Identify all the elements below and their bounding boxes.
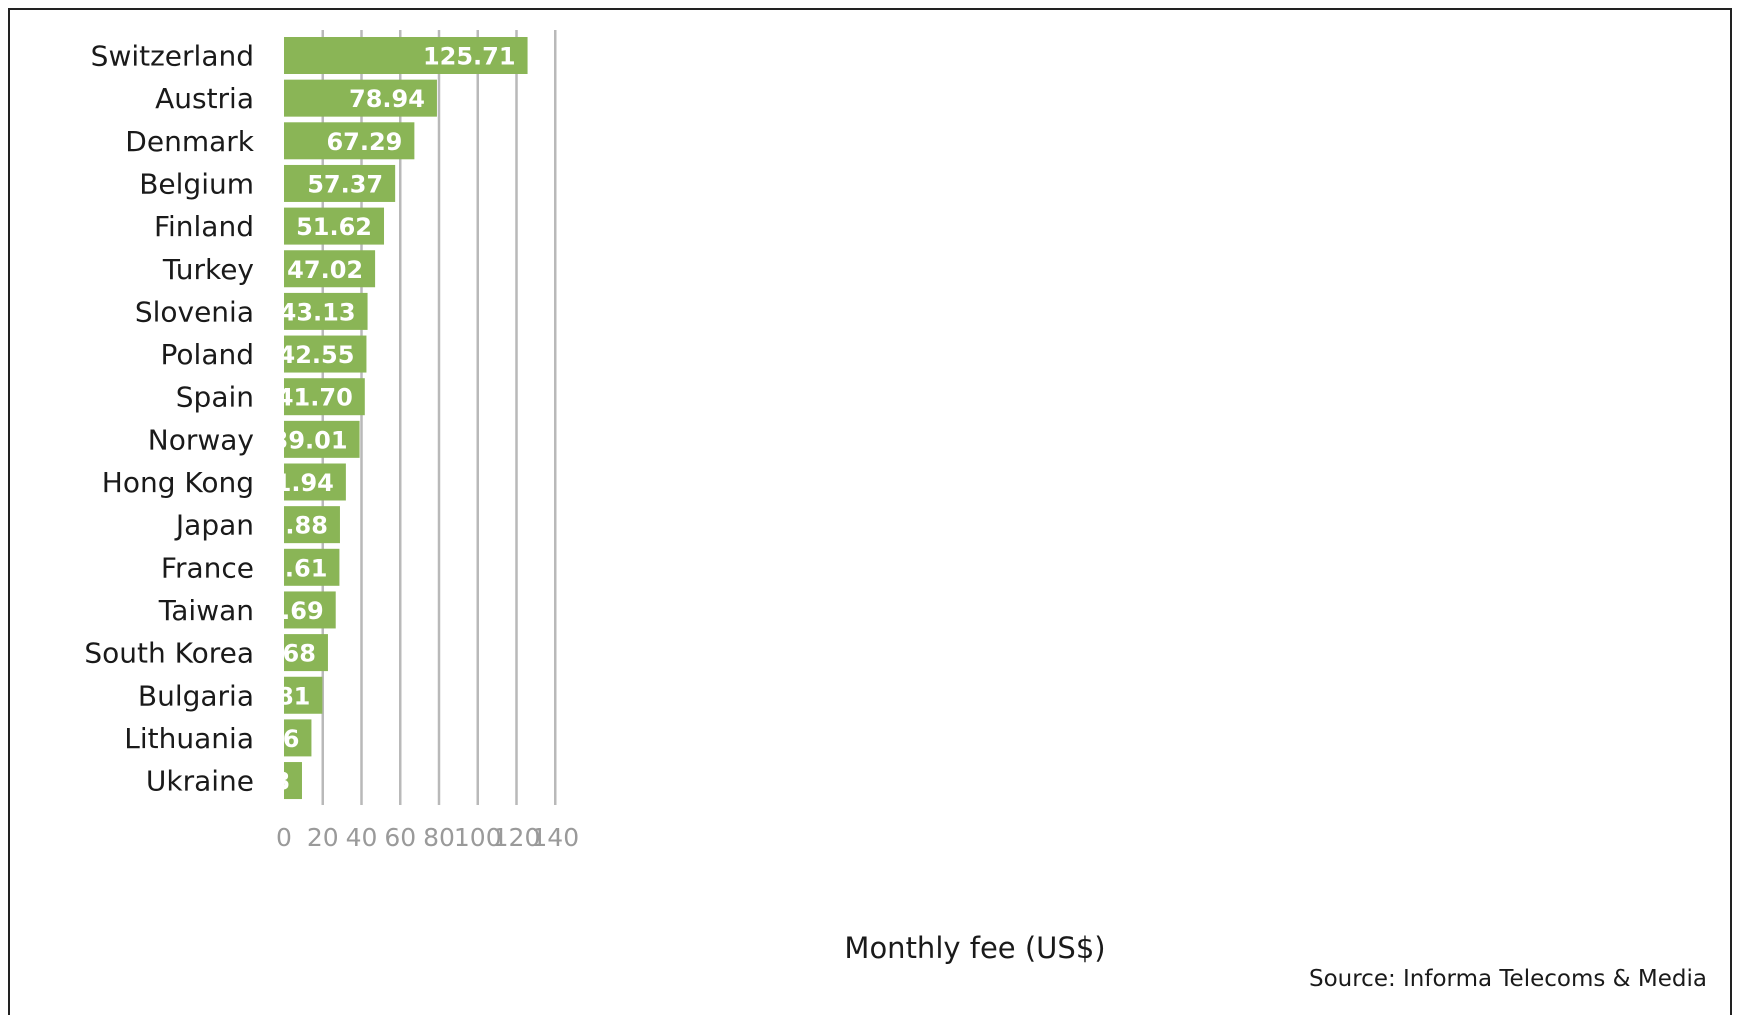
bar-value-label: 28.61 (252, 554, 328, 582)
bar (284, 37, 528, 74)
category-label: Bulgaria (138, 679, 254, 712)
bar-value-label: 28.88 (252, 512, 328, 540)
category-labels: Switzerland Austria Denmark Belgium Finland T… (84, 40, 254, 798)
bar-value-label: 51.62 (296, 213, 372, 241)
bar (284, 719, 312, 757)
bar (284, 463, 346, 501)
x-axis-title: Monthly fee (US$) (844, 931, 1105, 965)
bar-value-label: 67.29 (326, 128, 402, 156)
bar-value-label: 26.69 (248, 597, 324, 625)
category-label: South Korea (84, 637, 254, 670)
bar-value-label: 42.55 (279, 341, 355, 369)
bar (284, 378, 365, 416)
bar (284, 506, 340, 544)
bar-value-label: 43.13 (280, 298, 356, 326)
category-label: Belgium (139, 167, 254, 200)
category-label: Poland (161, 338, 254, 371)
category-label: Norway (148, 423, 254, 456)
bar-value-label: 14.16 (224, 725, 300, 753)
category-label: France (161, 551, 254, 584)
bar-value-label: 9.28 (231, 768, 290, 796)
bar (284, 591, 336, 629)
bar (284, 676, 323, 714)
x-tick-label: 120 (493, 823, 541, 852)
bar-value-label: 19.81 (234, 682, 310, 710)
x-tick-label: 80 (423, 823, 455, 852)
bar (284, 548, 340, 586)
bar (284, 207, 385, 245)
source-note: Source: Informa Telecoms & Media (1309, 966, 1707, 992)
category-label: Turkey (162, 253, 254, 286)
bar-value-label: 57.37 (307, 170, 383, 198)
bar-value-label: 78.94 (349, 85, 425, 113)
bar (284, 420, 360, 458)
category-label: Hong Kong (102, 466, 254, 499)
category-label: Ukraine (146, 765, 254, 798)
category-label: Denmark (125, 125, 254, 158)
x-tick-label: 60 (384, 823, 416, 852)
x-tick-label: 100 (454, 823, 502, 852)
category-label: Lithuania (124, 722, 254, 755)
x-tick-label: 20 (307, 823, 339, 852)
x-tick-label: 0 (276, 823, 292, 852)
bar (284, 335, 367, 373)
bar-value-label: 47.02 (287, 256, 363, 284)
bar (284, 164, 396, 202)
bar (284, 250, 376, 288)
bar (284, 122, 415, 160)
category-label: Slovenia (135, 295, 254, 328)
category-label: Switzerland (91, 40, 254, 73)
bar-value-label: 22.68 (240, 640, 316, 668)
bar-value-label: 31.94 (258, 469, 334, 497)
bar-value-label: 125.71 (423, 43, 516, 71)
x-tick-label: 40 (346, 823, 378, 852)
category-label: Taiwan (158, 594, 254, 627)
category-label: Finland (154, 210, 254, 243)
category-label: Austria (155, 82, 254, 115)
bar (284, 79, 437, 117)
category-label: Spain (176, 381, 254, 414)
bar-value-label: 39.01 (272, 426, 348, 454)
bar (284, 762, 302, 800)
x-tick-label: 140 (531, 823, 579, 852)
bar-value-label: 41.70 (277, 384, 353, 412)
category-label: Japan (174, 509, 254, 542)
bar (284, 292, 368, 330)
bars: 125.71 78.94 67.29 57.37 51.62 47.02 43.13 42.5… (224, 37, 528, 800)
bar (284, 634, 328, 672)
